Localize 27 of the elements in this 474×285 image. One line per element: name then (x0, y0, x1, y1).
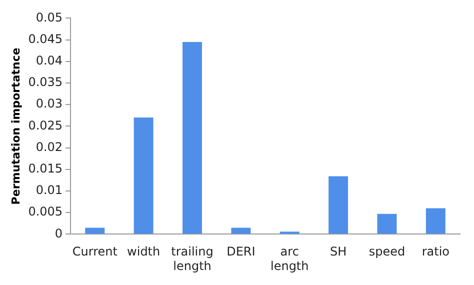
x-tick-label: ratio (422, 244, 450, 259)
y-tick-label: 0.01 (36, 183, 63, 198)
y-tick-label: 0.04 (36, 54, 63, 68)
bar (377, 214, 397, 234)
bar (85, 228, 105, 234)
y-tick-label: 0 (54, 226, 63, 240)
bar (182, 42, 202, 234)
bar (231, 228, 251, 234)
y-axis-title: Permutation importatnce (9, 48, 22, 205)
y-tick-label: 0.045 (28, 32, 63, 46)
y-tick-label: 0.025 (28, 118, 63, 132)
x-tick-label: width (127, 244, 160, 259)
y-tick-label: 0.05 (36, 10, 63, 24)
bar (426, 208, 446, 234)
x-tick-label: trailing length (171, 244, 214, 273)
y-tick-label: 0.035 (28, 75, 63, 90)
bar (134, 118, 154, 234)
x-tick-label: speed (368, 244, 406, 259)
y-tick-label: 0.03 (36, 96, 63, 111)
x-tick-label: SH (330, 244, 347, 259)
y-tick-label: 0.015 (28, 162, 63, 176)
y-tick-label: 0.005 (28, 204, 63, 219)
x-tick-label: Current (72, 244, 118, 259)
bar (328, 176, 348, 234)
x-tick-label: DERI (226, 244, 256, 259)
y-tick-label: 0.02 (36, 140, 63, 154)
x-tick-label: arc length (270, 244, 309, 273)
